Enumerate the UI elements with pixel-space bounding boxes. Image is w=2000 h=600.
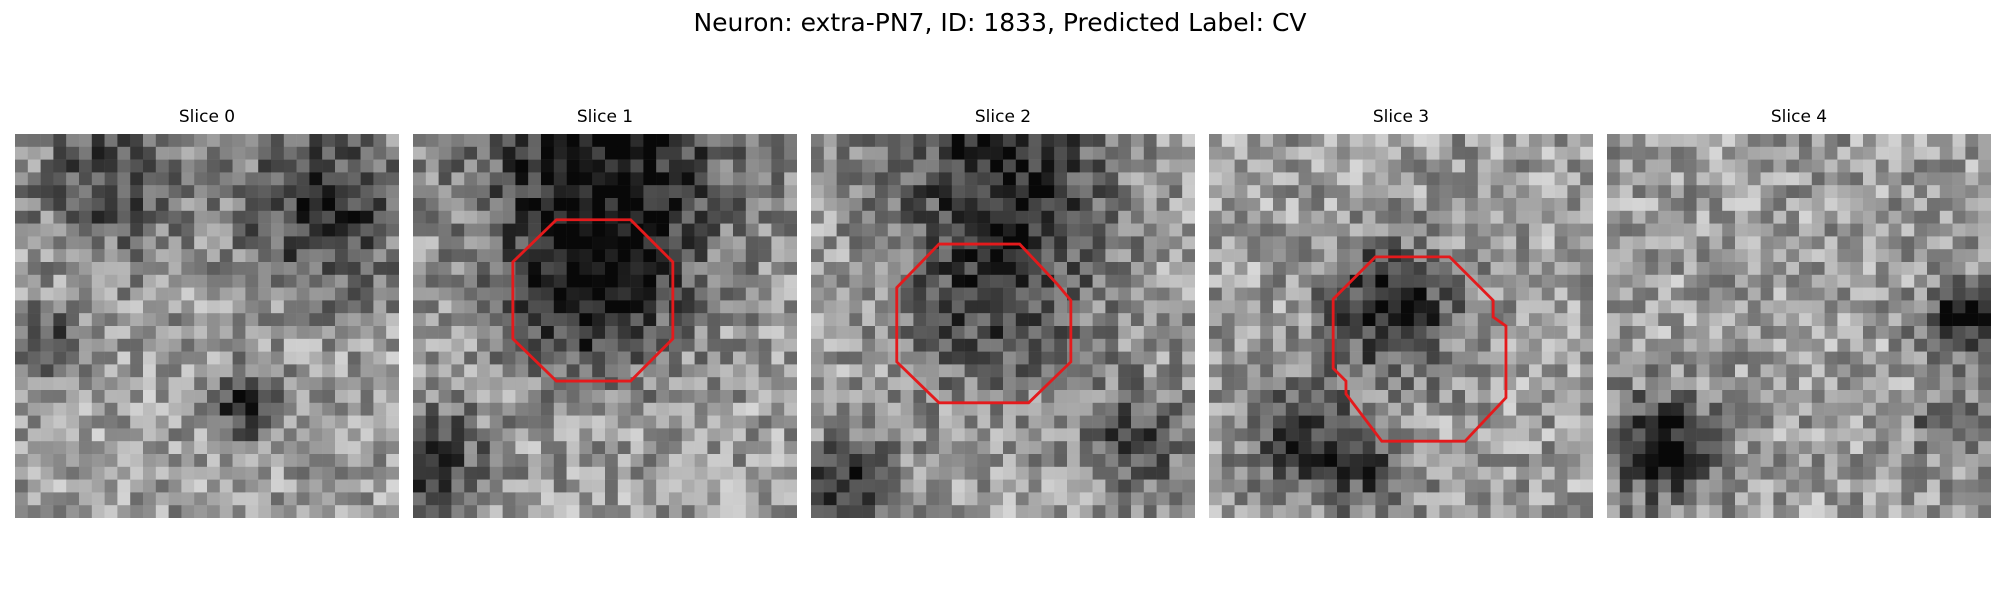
slice-title: Slice 0 <box>178 107 236 127</box>
slice-panel-0: Slice 0 <box>15 105 399 518</box>
figure-title: Neuron: extra-PN7, ID: 1833, Predicted L… <box>693 8 1307 37</box>
slice-panel-2: Slice 2 <box>811 105 1195 518</box>
slice-panel-1: Slice 1 <box>413 105 797 518</box>
roi-contour <box>1331 255 1508 443</box>
slice-title: Slice 1 <box>576 107 634 127</box>
slice-image <box>413 134 797 518</box>
slice-panel-3: Slice 3 <box>1209 105 1593 518</box>
slice-title: Slice 3 <box>1372 107 1430 127</box>
slice-panel-4: Slice 4 <box>1607 105 1991 518</box>
slice-title: Slice 4 <box>1770 107 1828 127</box>
slice-image <box>1607 134 1991 518</box>
roi-contour <box>895 242 1073 405</box>
slice-image <box>1209 134 1593 518</box>
roi-contour <box>511 218 675 383</box>
slice-image <box>811 134 1195 518</box>
slice-image <box>15 134 399 518</box>
slice-title: Slice 2 <box>974 107 1032 127</box>
